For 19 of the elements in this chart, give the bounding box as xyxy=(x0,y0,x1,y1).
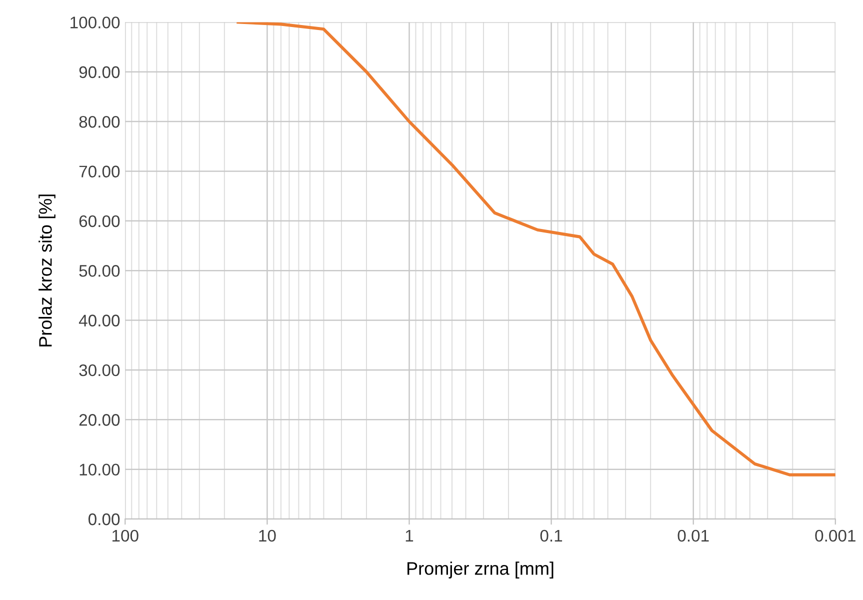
y-axis-title: Prolaz kroz sito [%] xyxy=(38,194,56,346)
y-tick-label: 20.00 xyxy=(79,414,120,426)
y-tick-label: 80.00 xyxy=(79,116,120,128)
y-tick-label: 70.00 xyxy=(79,166,120,178)
x-tick-label: 100 xyxy=(112,530,138,542)
x-tick-label: 0.001 xyxy=(815,530,856,542)
y-tick-label: 50.00 xyxy=(79,265,120,277)
y-tick-label: 40.00 xyxy=(78,314,120,326)
x-tick-label: 0.01 xyxy=(678,530,709,542)
x-tick-label: 0.1 xyxy=(540,530,562,542)
y-tick-label: 0.00 xyxy=(88,513,120,526)
y-tick-label: 60.00 xyxy=(79,215,120,228)
x-axis-title: Promjer zrna [mm] xyxy=(408,562,554,578)
y-tick-label: 100.00 xyxy=(70,16,120,28)
y-tick-label: 30.00 xyxy=(79,364,120,376)
x-tick-label: 1 xyxy=(406,530,414,542)
x-tick-label: 10 xyxy=(259,530,276,542)
y-tick-label: 90.00 xyxy=(79,66,120,78)
y-tick-label: 10.00 xyxy=(80,464,120,476)
